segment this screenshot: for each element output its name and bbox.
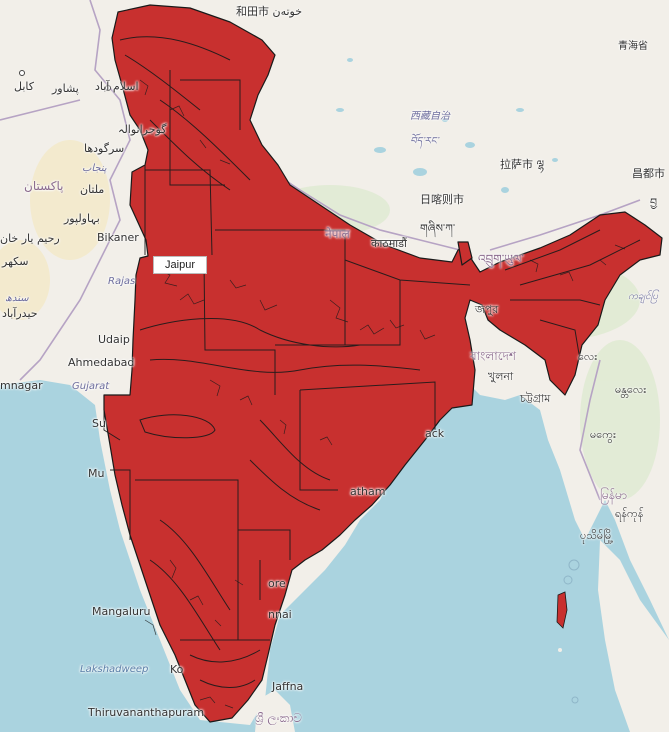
land-indochina — [598, 540, 669, 732]
label-kathmandu: काठमाडौं — [371, 237, 407, 250]
label-lakshadweep: Lakshadweep — [80, 664, 149, 675]
label-pathein: ပုသိမ်မြို့ — [580, 529, 614, 542]
label-udaipur: Udaip — [98, 333, 130, 346]
label-pakistan: پاکستان — [24, 179, 64, 193]
label-yangon: ရန်ကုန် — [615, 507, 644, 520]
label-mandalay: လေး — [578, 350, 598, 363]
label-bangladesh: বাংলাদেশ — [470, 349, 516, 363]
label-chittagong: চট্টগ্রাম — [520, 392, 551, 405]
india-main-polygon — [103, 4, 663, 723]
india-feature-layer[interactable] — [103, 4, 663, 723]
label-rahim-yar-khan: رحیم یار خان — [0, 232, 60, 245]
label-thiruvananthapuram: Thiruvananthapuram — [88, 706, 205, 719]
label-myanmar-kachin: ကချင်ပြ — [628, 291, 658, 302]
label-kochi: Ko — [170, 663, 184, 676]
label-nepal: नेपाल — [325, 227, 350, 241]
label-sri-lanka: ශ්‍රී ලංකාව — [255, 711, 302, 725]
label-bahawalpur: بہاولپور — [64, 212, 100, 225]
label-ahmedabad: Ahmedabad — [68, 356, 135, 369]
label-sargodha: سرگودھا — [84, 142, 125, 155]
lakes-layer — [336, 58, 558, 193]
label-shigatse-bo: གཞིས་ཀ་ — [420, 222, 456, 235]
andaman-feature — [556, 591, 568, 629]
label-qinghai: 青海省 — [618, 41, 648, 52]
label-punjab: پنجاب — [82, 163, 107, 174]
label-jamnagar: mnagar — [0, 379, 43, 392]
label-mangaluru: Mangaluru — [92, 605, 151, 618]
label-magway: မန္တလေး — [615, 383, 647, 396]
label-bhutan: འབྲུག་ཡུལ་ — [478, 252, 524, 266]
label-sukkur: سکھر — [2, 255, 29, 268]
label-nellore: ore — [268, 577, 286, 590]
label-agartala: জপুর — [475, 303, 499, 316]
label-shigatse: 日喀则市 — [420, 193, 464, 206]
label-mumbai: Mu — [88, 467, 105, 480]
label-chennai: nnai — [268, 608, 292, 621]
highlight-label-jaipur[interactable]: Jaipur — [153, 256, 207, 274]
land-sri-lanka — [255, 690, 295, 732]
feature-boundaries — [103, 36, 641, 688]
label-hyderabad: حیدرآباد — [2, 307, 38, 320]
label-rajasthan: Rajas — [108, 276, 136, 287]
label-tibet-cn: 西藏自治 — [410, 111, 450, 122]
label-vijayawada: atham — [350, 485, 386, 498]
label-lhasa: 拉萨市 ལྷ — [500, 158, 545, 171]
islamabad-dot — [105, 85, 111, 91]
city-markers — [19, 70, 111, 91]
label-jaffna: Jaffna — [272, 680, 304, 693]
northeast-polygon — [457, 241, 473, 266]
label-tibet-bo: བོད་རང་ — [410, 136, 439, 147]
label-chengdu: 昌都市 — [632, 167, 665, 180]
label-khulna: খুলনা — [488, 370, 514, 383]
label-kabul: کابل — [14, 80, 34, 93]
label-sindh: سندھ — [5, 293, 29, 304]
label-islamabad: اسلام آباد — [95, 80, 139, 93]
label-gujranwala: گوجرانوالہ — [118, 123, 167, 136]
andaman-islands — [556, 559, 580, 704]
label-gujarat: Gujarat — [72, 381, 110, 392]
feature-texture — [139, 79, 626, 709]
label-hotan: 和田市 خوتەن — [236, 5, 303, 18]
border-layer — [0, 0, 641, 501]
kabul-dot — [19, 70, 25, 76]
label-meiktila: မကွေး — [590, 428, 616, 441]
label-cuttack: ack — [425, 427, 445, 440]
label-naypyidaw: မြန်မာ — [600, 488, 627, 502]
label-surat: Su — [92, 417, 106, 430]
label-peshawar: پشاور — [52, 82, 79, 95]
label-tibet-2: བྱ — [650, 196, 658, 209]
label-multan: ملتان — [80, 183, 105, 196]
label-bikaner: Bikaner — [97, 231, 139, 244]
